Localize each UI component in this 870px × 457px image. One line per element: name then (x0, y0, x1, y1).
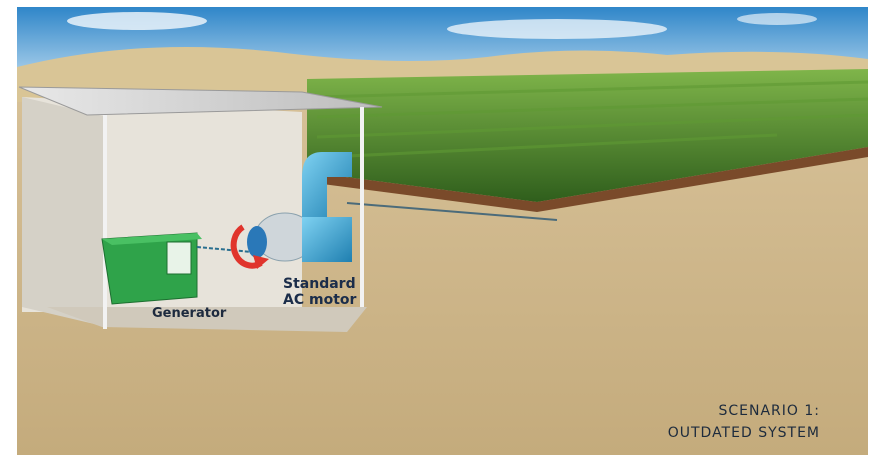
generator-label: Generator (152, 306, 227, 321)
crop-rows (316, 80, 868, 159)
cloud (447, 19, 667, 39)
motor-label-line1: Standard (283, 276, 356, 292)
scenario-title-line1: SCENARIO 1: (718, 403, 820, 419)
soil-strip (307, 147, 868, 212)
cloud (737, 13, 817, 25)
scene-artwork (17, 7, 868, 455)
irrigation-pipe (346, 202, 558, 221)
illustration-scene: Generator Standard AC motor SCENARIO 1: … (17, 7, 868, 455)
motor-label-line2: AC motor (283, 292, 357, 308)
shelter-floor (47, 307, 367, 332)
shelter-side-wall (22, 97, 107, 327)
cloud (67, 12, 207, 30)
pump-pipe (302, 152, 352, 217)
motor-coupling (247, 226, 267, 258)
pump-base (302, 217, 352, 262)
generator-cable (196, 246, 253, 253)
rotation-arrow (230, 224, 263, 269)
generator-top (102, 233, 202, 245)
generator-panel (166, 241, 192, 275)
shelter-roof (18, 86, 383, 116)
rotation-arrowhead (253, 255, 269, 269)
scenario-title-line2: OUTDATED SYSTEM (667, 425, 820, 441)
